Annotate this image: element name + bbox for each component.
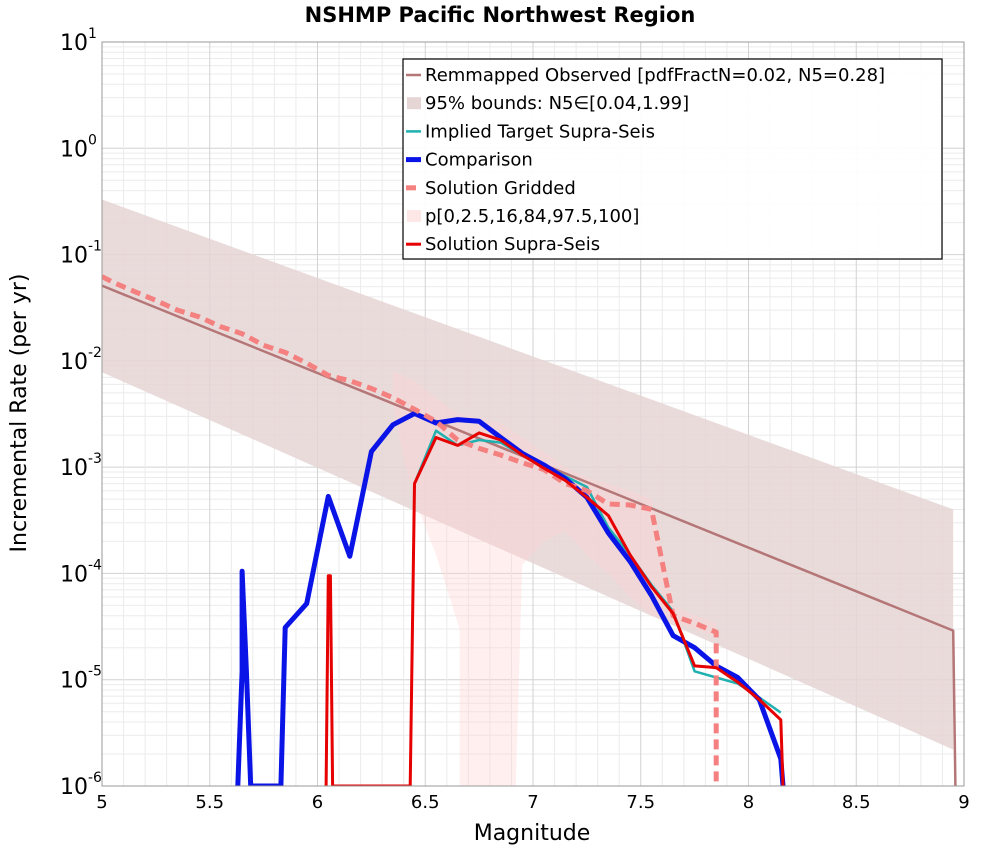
y-tick-label: 10	[60, 456, 88, 481]
x-tick-label: 6.5	[411, 792, 440, 813]
legend: Remmapped Observed [pdfFractN=0.02, N5=0…	[402, 58, 943, 260]
legend-entry-label: Solution Gridded	[425, 178, 576, 199]
legend-entry-label: Solution Supra-Seis	[425, 234, 600, 255]
plot-frame	[101, 41, 965, 787]
legend-entry-label: Remmapped Observed [pdfFractN=0.02, N5=0…	[425, 65, 885, 86]
y-tick-label: 10	[60, 137, 88, 162]
x-tick-label: 5.5	[195, 792, 224, 813]
y-tick-exponent: -4	[88, 557, 102, 573]
y-tick-label: 10	[60, 669, 88, 694]
y-axis-label: Incremental Rate (per yr)	[7, 274, 32, 553]
y-tick-exponent: -2	[88, 345, 102, 361]
band-area	[392, 371, 717, 786]
x-tick-label: 7.5	[626, 792, 655, 813]
y-tick-exponent: -1	[88, 239, 102, 255]
bands	[102, 199, 954, 786]
y-tick-label: 10	[60, 775, 88, 800]
legend-entry-label: Implied Target Supra-Seis	[425, 121, 655, 142]
series-line	[102, 274, 719, 786]
x-axis-ticks: 5 5.5 6 6.5 7 7.5 8 8.5 9	[96, 792, 969, 813]
x-tick-label: 6	[312, 792, 323, 813]
series-line	[102, 284, 957, 786]
y-tick-label: 10	[60, 562, 88, 587]
y-tick-label: 10	[60, 244, 88, 269]
band-area	[102, 199, 954, 750]
chart-title: NSHMP Pacific Northwest Region	[305, 3, 696, 27]
x-tick-label: 9	[958, 792, 969, 813]
legend-entry-label: Comparison	[425, 150, 533, 171]
y-tick-label: 10	[60, 31, 88, 56]
x-tick-label: 8	[743, 792, 754, 813]
legend-entry-label: 95% bounds: N5∈[0.04,1.99]	[425, 93, 689, 114]
legend-swatch	[407, 97, 421, 110]
x-tick-label: 8.5	[842, 792, 871, 813]
legend-box	[402, 58, 943, 260]
y-tick-exponent: -6	[88, 770, 102, 786]
series-line	[324, 431, 785, 786]
x-tick-label: 7	[527, 792, 538, 813]
x-axis-label: Magnitude	[474, 821, 591, 846]
y-tick-exponent: 1	[88, 26, 97, 42]
series-line	[235, 411, 786, 786]
legend-entry-label: p[0,2.5,16,84,97.5,100]	[425, 206, 639, 227]
legend-swatch	[407, 210, 421, 222]
y-tick-exponent: -5	[88, 664, 102, 680]
series	[102, 274, 957, 786]
y-tick-exponent: -3	[88, 451, 102, 467]
y-tick-label: 10	[60, 350, 88, 375]
x-tick-label: 5	[96, 792, 107, 813]
y-tick-exponent: 0	[88, 132, 97, 148]
